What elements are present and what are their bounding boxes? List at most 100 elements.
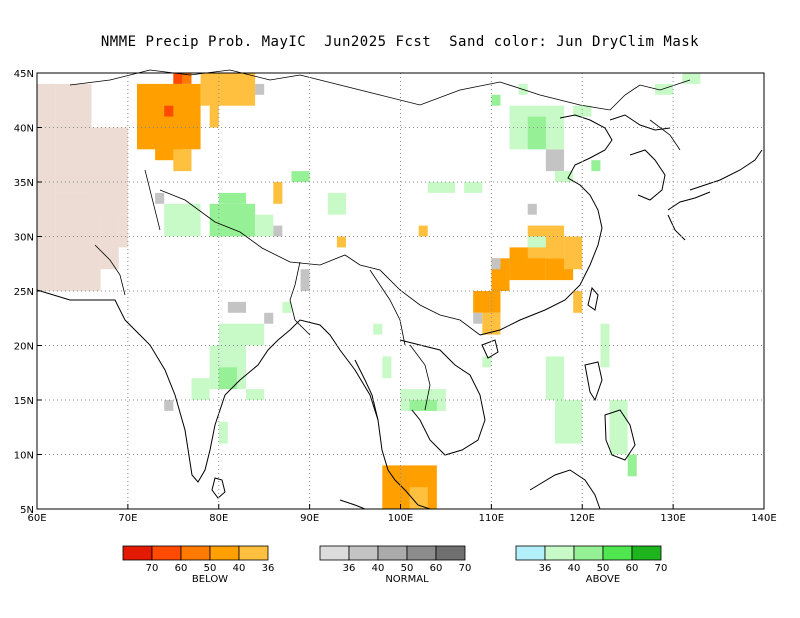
normal-legend-swatch xyxy=(377,545,408,561)
lat-label: 45N xyxy=(14,69,34,80)
normal-legend-title: NORMAL xyxy=(385,574,429,585)
lat-label: 20N xyxy=(14,342,34,353)
lat-label: 35N xyxy=(14,178,34,189)
normal-cell xyxy=(264,312,274,324)
dry-mask-cell xyxy=(37,83,56,292)
legend: 70 60 50 40 36 BELOW 36 40 50 60 70 NORMAL 36 40 50 60 7… xyxy=(122,545,668,585)
lon-label: 110E xyxy=(479,513,504,524)
lon-label: 60E xyxy=(27,513,46,524)
above-cell xyxy=(545,356,565,400)
above-cell xyxy=(554,171,574,182)
normal-cell xyxy=(300,269,310,291)
above-legend-swatch xyxy=(544,545,575,561)
country-borders xyxy=(69,69,691,411)
normal-legend-number: 40 xyxy=(372,563,385,574)
lon-label: 100E xyxy=(388,513,413,524)
lon-label: 140E xyxy=(751,513,776,524)
lat-label: 15N xyxy=(14,396,34,407)
lat-label: 40N xyxy=(14,124,34,135)
below-legend-swatch xyxy=(151,545,182,561)
dry-mask-cell xyxy=(118,214,128,248)
above-cell xyxy=(527,236,546,248)
dry-mask-cell xyxy=(100,192,119,270)
above-cell xyxy=(573,105,592,117)
above-legend-swatch xyxy=(515,545,546,561)
normal-legend-number: 50 xyxy=(401,563,414,574)
above-legend-title: ABOVE xyxy=(586,574,620,585)
above-cell xyxy=(600,323,610,368)
normal-cell xyxy=(164,400,174,411)
above-cell xyxy=(409,400,437,411)
below-cell xyxy=(482,312,501,335)
above-cell xyxy=(246,389,265,400)
above-cell xyxy=(554,400,583,444)
below-legend-title: BELOW xyxy=(192,574,228,585)
above-cell xyxy=(627,454,637,477)
normal-legend-number: 60 xyxy=(430,563,443,574)
probability-cells xyxy=(37,73,701,509)
normal-legend-swatch xyxy=(319,545,350,561)
below-legend-number: 40 xyxy=(233,563,246,574)
above-cell xyxy=(682,73,701,84)
above-cell xyxy=(609,400,628,455)
above-cell xyxy=(255,214,274,237)
above-cell xyxy=(209,203,256,237)
lon-label: 120E xyxy=(570,513,595,524)
coastlines xyxy=(36,114,763,510)
above-cell xyxy=(164,203,201,237)
above-cell xyxy=(591,160,601,172)
below-legend-number: 60 xyxy=(175,563,188,574)
above-cell xyxy=(464,182,483,193)
below-cell xyxy=(418,225,428,237)
below-cell xyxy=(173,73,183,84)
above-cell xyxy=(282,301,292,313)
below-cell xyxy=(473,291,501,313)
above-legend-swatch xyxy=(631,545,662,561)
normal-legend-number: 70 xyxy=(459,563,472,574)
below-cell xyxy=(182,73,192,84)
below-legend-swatch xyxy=(238,545,269,561)
normal-legend-number: 36 xyxy=(343,563,356,574)
below-cell xyxy=(173,149,192,172)
above-legend-number: 40 xyxy=(568,563,581,574)
lon-label: 80E xyxy=(209,513,228,524)
below-cell xyxy=(200,73,256,106)
above-cell xyxy=(482,356,492,368)
above-cell xyxy=(191,378,210,400)
normal-legend-swatch xyxy=(435,545,466,561)
normal-legend-swatch xyxy=(406,545,437,561)
above-legend-swatch xyxy=(602,545,633,561)
below-cell xyxy=(273,182,283,204)
below-cell xyxy=(209,94,219,128)
above-legend-number: 36 xyxy=(539,563,552,574)
axis-labels: 60E 70E 80E 90E 100E 110E 120E 130E 140E 5N 10N 15N… xyxy=(14,69,777,524)
normal-legend-swatch xyxy=(348,545,379,561)
below-legend-number: 70 xyxy=(146,563,159,574)
normal-cell xyxy=(527,203,537,215)
above-cell xyxy=(427,182,456,193)
dry-mask-cell xyxy=(55,83,92,193)
above-cell xyxy=(373,323,383,335)
normal-cell xyxy=(545,149,565,172)
below-legend-swatch xyxy=(180,545,211,561)
above-legend-number: 50 xyxy=(597,563,610,574)
above-cell xyxy=(291,171,310,182)
normal-cell xyxy=(227,301,247,313)
above-legend-number: 60 xyxy=(626,563,639,574)
above-cell xyxy=(382,356,392,379)
above-cell xyxy=(491,94,501,106)
below-cell xyxy=(573,291,583,313)
above-cell xyxy=(327,192,346,215)
below-legend-swatch xyxy=(209,545,240,561)
lon-label: 70E xyxy=(118,513,137,524)
normal-cell xyxy=(491,258,501,270)
below-legend-number: 36 xyxy=(262,563,275,574)
above-legend-number: 70 xyxy=(655,563,668,574)
below-cell xyxy=(336,236,346,248)
lat-label: 25N xyxy=(14,287,34,298)
normal-cell xyxy=(155,192,165,204)
above-cell xyxy=(527,116,546,150)
below-cell xyxy=(409,487,428,509)
above-cell xyxy=(218,323,265,346)
